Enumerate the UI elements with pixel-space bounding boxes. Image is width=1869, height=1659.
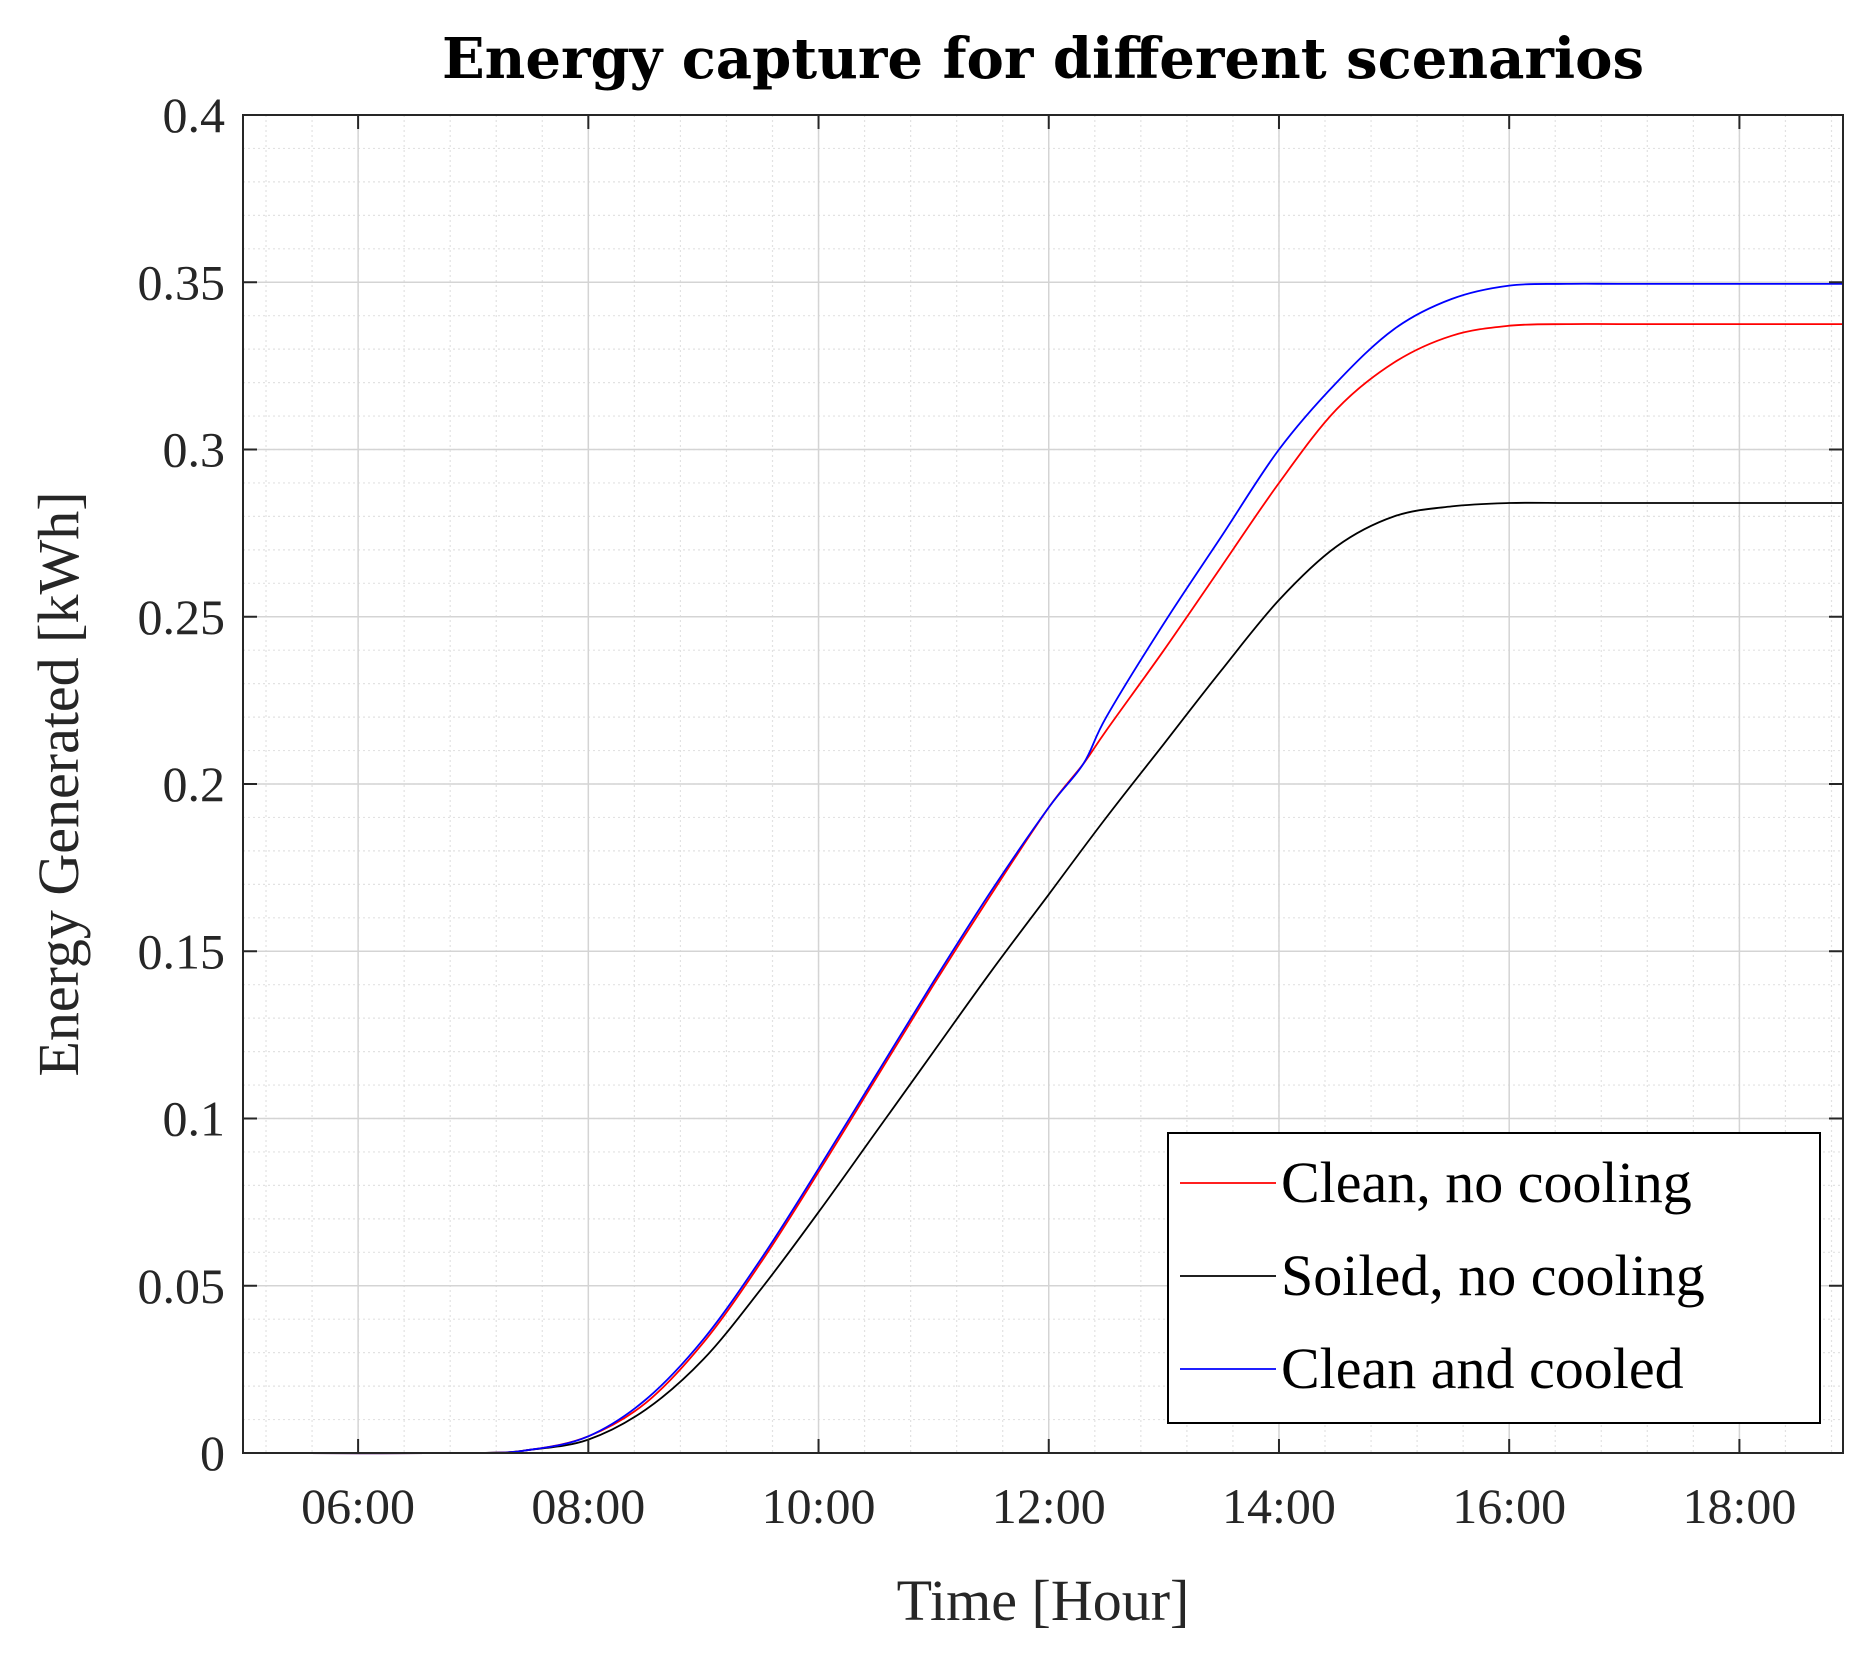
y-tick-label: 0.1 (163, 1091, 226, 1147)
series-line-2 (242, 501, 1843, 1455)
chart-title: Energy capture for different scenarios (442, 26, 1644, 92)
series-line-3 (242, 282, 1843, 1455)
y-tick-label: 0.2 (163, 756, 226, 812)
legend-box (1167, 1132, 1821, 1424)
x-tick-label: 06:00 (301, 1478, 415, 1534)
legend: Clean, no cooling Soiled, no cooling Clean… (1167, 1132, 1821, 1424)
x-tick-label: 18:00 (1682, 1478, 1796, 1534)
x-axis-label: Time [Hour] (897, 1568, 1190, 1633)
y-tick-label: 0.35 (138, 254, 226, 310)
y-tick-label: 0.4 (163, 87, 226, 143)
series-lines (242, 282, 1843, 1455)
legend-entry-label: Clean, no cooling (1281, 1150, 1692, 1215)
y-tick-label: 0.05 (138, 1258, 226, 1314)
x-tick-label: 10:00 (762, 1478, 876, 1534)
y-tick-label: 0.3 (163, 422, 226, 478)
x-tick-label: 14:00 (1222, 1478, 1336, 1534)
y-tick-label: 0 (200, 1425, 225, 1481)
legend-entry-label: Soiled, no cooling (1281, 1243, 1705, 1308)
x-tick-label: 08:00 (531, 1478, 645, 1534)
x-tick-label: 12:00 (992, 1478, 1106, 1534)
axis-ticks: 06:00 08:00 10:00 12:00 14:00 16:00 18:00 0 0.05… (138, 87, 1843, 1534)
y-axis-label: Energy Generated [kWh] (26, 491, 91, 1076)
y-tick-label: 0.25 (138, 589, 226, 645)
x-tick-label: 16:00 (1452, 1478, 1566, 1534)
legend-entry-label: Clean and cooled (1281, 1336, 1684, 1401)
y-tick-label: 0.15 (138, 923, 226, 979)
